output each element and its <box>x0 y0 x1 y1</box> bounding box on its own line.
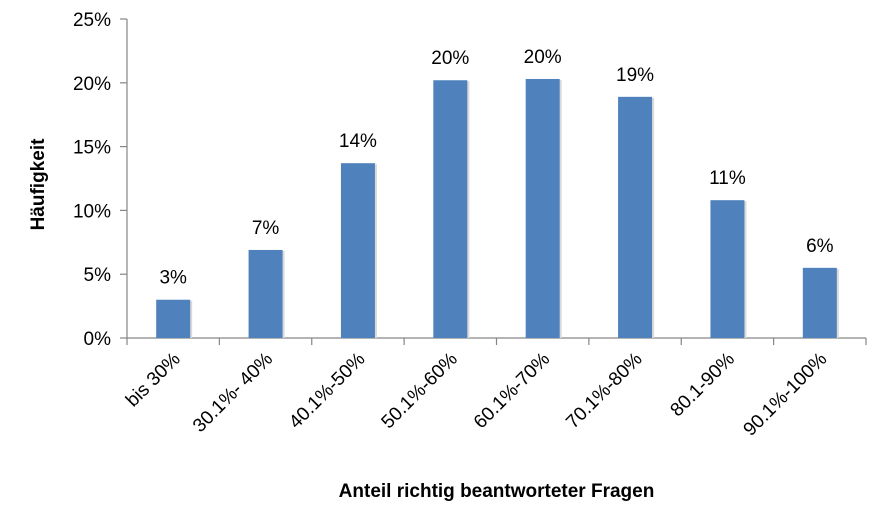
data-label: 19% <box>616 65 654 86</box>
x-axis-title: Anteil richtig beantworteter Fragen <box>339 481 655 502</box>
bar <box>525 78 560 339</box>
category-label: 30.1%- 40% <box>189 349 277 437</box>
category-label: 50.1%-60% <box>378 349 462 433</box>
data-labels: 3% 7% 14% 20% 20% 19% 11% 6% <box>159 47 833 289</box>
data-label: 14% <box>339 131 377 152</box>
category-labels: bis 30% 30.1%- 40% 40.1%-50% 50.1%-60% 60.1%… <box>122 349 831 441</box>
data-label: 3% <box>159 268 187 289</box>
bar-series <box>156 78 839 339</box>
category-label: 90.1%-100% <box>740 349 832 441</box>
bar <box>802 267 837 338</box>
data-label: 11% <box>709 168 746 189</box>
y-axis-title: Häufigkeit <box>28 138 49 231</box>
y-tick-label: 0% <box>84 329 112 350</box>
bar <box>156 299 191 338</box>
data-label: 20% <box>524 47 562 68</box>
bar <box>340 163 375 338</box>
data-label: 6% <box>806 236 834 257</box>
y-tick-label: 5% <box>84 265 112 286</box>
bar <box>248 249 283 338</box>
y-tick-label: 10% <box>73 201 111 222</box>
x-axis <box>126 337 867 345</box>
bar <box>710 200 745 338</box>
data-label: 7% <box>252 218 280 239</box>
category-label: 80.1-90% <box>667 349 739 421</box>
bar <box>618 96 653 338</box>
y-tick-label: 20% <box>73 74 111 95</box>
category-label: 70.1%-80% <box>562 349 646 433</box>
category-label: bis 30% <box>122 349 185 412</box>
y-tick-label: 25% <box>73 10 111 31</box>
data-label: 20% <box>431 48 469 69</box>
y-tick-label: 15% <box>73 138 111 159</box>
bar <box>433 80 468 339</box>
y-axis: 0% 5% 10% 15% 20% 25% <box>73 10 128 350</box>
category-label: 40.1%-50% <box>285 349 369 433</box>
category-label: 60.1%-70% <box>470 349 554 433</box>
